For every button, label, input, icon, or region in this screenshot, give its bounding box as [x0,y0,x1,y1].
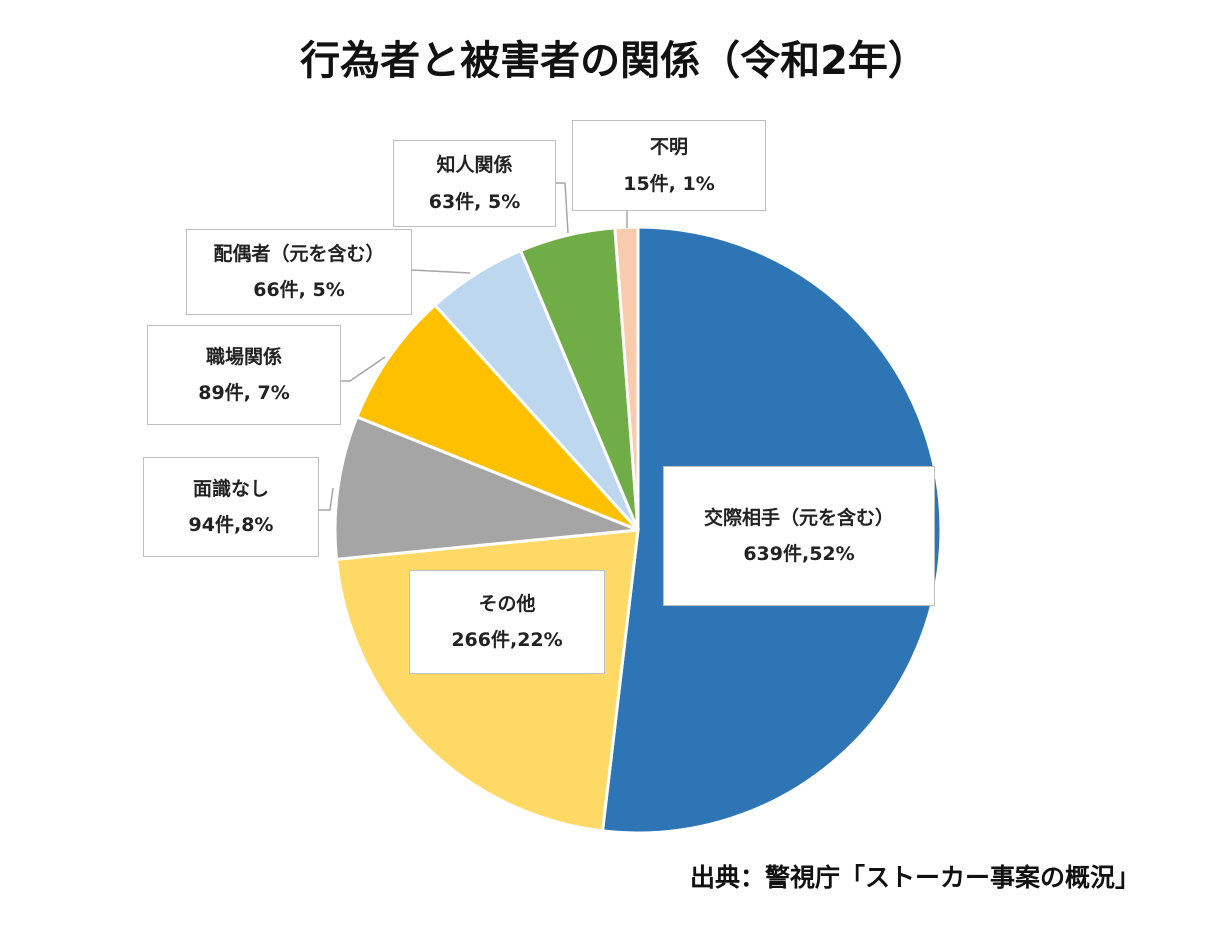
slice-label-workplace: 職場関係 89件, 7% [147,325,341,425]
slice-value-text: 66件, 5% [253,279,345,301]
slice-value-text: 15件, 1% [623,172,715,195]
slice-label-text: 交際相手（元を含む） [703,506,894,529]
pie-slice-stranger [333,414,639,561]
slice-value-text: 266件,22% [451,629,563,651]
slice-label-spouse: 配偶者（元を含む） 66件, 5% [186,229,412,315]
slice-value-text: 63件, 5% [428,190,521,213]
slice-value-text: 94件,8% [188,514,274,536]
slice-value-text: 639件,52% [743,543,855,565]
slice-label-stranger: 面識なし 94件,8% [143,457,319,557]
leader-line [556,182,569,234]
slice-label-text: 知人関係 [436,154,513,177]
slice-label-text: 配偶者（元を含む） [213,242,385,265]
slice-label-unknown: 不明 15件, 1% [572,120,766,211]
leader-line [411,269,471,274]
source-note: 出典：警視庁「ストーカー事案の概況」 [689,863,1140,892]
slice-label-other: その他 266件,22% [409,570,605,674]
leader-lines [319,182,628,511]
slice-label-text: その他 [478,592,536,615]
leader-line [341,356,386,382]
slice-label-text: 不明 [649,136,688,159]
chart-title: 行為者と被害者の関係（令和2年） [300,38,928,84]
slice-label-text: 職場関係 [205,345,282,368]
slice-label-text: 面識なし [192,477,269,500]
pie-slice-workplace [354,302,640,532]
slice-value-text: 89件, 7% [198,382,290,404]
slice-label-dating-partner: 交際相手（元を含む） 639件,52% [663,466,935,606]
slice-label-acquaintance: 知人関係 63件, 5% [393,140,556,227]
leader-line [319,487,334,511]
